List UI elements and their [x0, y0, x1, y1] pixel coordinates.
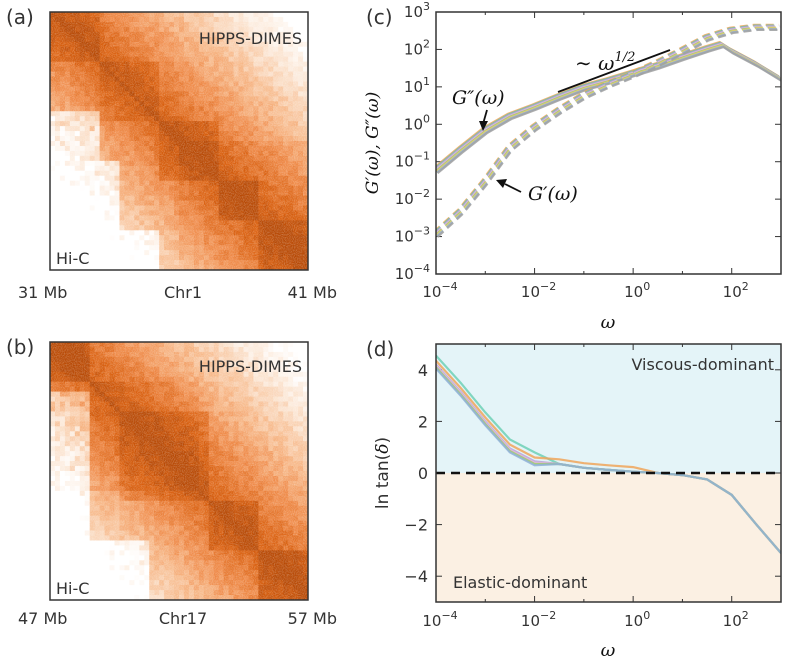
heatmap-a-x-mid: Chr1 — [164, 283, 202, 302]
heatmap-a-x-right: 41 Mb — [288, 283, 337, 302]
heatmap-a-frame — [49, 11, 309, 271]
heatmap-b — [50, 342, 308, 600]
heatmap-a-x-left: 31 Mb — [18, 283, 67, 302]
heatmap-a-bottom-label: Hi-C — [56, 249, 89, 268]
panel-b-label: (b) — [6, 335, 34, 359]
heatmap-a-top-label: HIPPS-DIMES — [199, 29, 302, 48]
panel-a-label: (a) — [6, 5, 34, 29]
heatmap-grain — [50, 12, 308, 270]
heatmap-a — [50, 12, 308, 270]
